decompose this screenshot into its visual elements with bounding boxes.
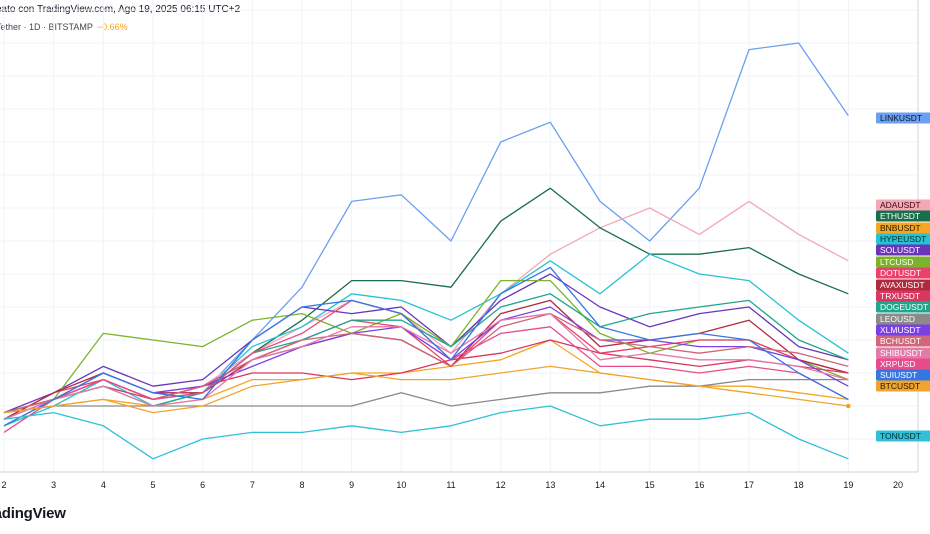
series-label-bg: [876, 335, 930, 347]
x-tick-label: 8: [299, 480, 304, 490]
series-label-text: DOTUSDT: [880, 268, 921, 278]
series-label-text: ADAUSDT: [880, 200, 921, 210]
symbol-info: Tether · 1D · BITSTAMP −0.66%: [0, 22, 128, 32]
series-label-shibusdt: SHIBUSDT: [876, 347, 930, 359]
x-tick-label: 3: [51, 480, 56, 490]
series-label-bg: [876, 112, 930, 124]
series-label-dogeusdt: DOGEUSDT: [876, 301, 930, 313]
series-label-text: SOLUSDT: [880, 245, 920, 255]
series-label-text: BNBUSDT: [880, 223, 921, 233]
series-label-bnbusdt: BNBUSDT: [876, 222, 930, 234]
x-tick-label: 20: [893, 480, 903, 490]
series-label-text: DOGEUSDT: [880, 302, 928, 312]
series-label-ethusdt: ETHUSDT: [876, 210, 930, 222]
series-label-bg: [876, 199, 930, 211]
x-tick-label: 10: [396, 480, 406, 490]
series-label-bchusdt: BCHUSDT: [876, 335, 930, 347]
series-label-text: TONUSDT: [880, 431, 921, 441]
series-line-hypeusdt: [3, 253, 849, 427]
series-label-text: LEOUSD: [880, 314, 915, 324]
x-tick-label: 4: [101, 480, 106, 490]
series-label-solusdt: SOLUSDT: [876, 244, 930, 256]
series-label-bg: [876, 256, 930, 268]
x-tick-label: 2: [1, 480, 6, 490]
chart-grid: [0, 0, 919, 473]
series-label-bg: [876, 244, 930, 256]
x-tick-label: 9: [349, 480, 354, 490]
series-label-ltcusd: LTCUSD: [876, 256, 930, 268]
series-label-dotusdt: DOTUSDT: [876, 267, 930, 279]
series-label-bg: [876, 358, 930, 370]
series-line-suiusdt: [3, 266, 849, 427]
series-label-bg: [876, 267, 930, 279]
series-label-bg: [876, 380, 930, 392]
series-label-leousd: LEOUSD: [876, 313, 930, 325]
series-line-trxusdt: [3, 339, 849, 414]
x-tick-label: 11: [446, 480, 455, 490]
last-value-dots: [846, 403, 851, 409]
symbol-text: Tether · 1D · BITSTAMP: [0, 22, 93, 32]
series-label-bg: [876, 347, 930, 359]
series-label-trxusdt: TRXUSDT: [876, 290, 930, 302]
series-label-text: XRPUSD: [880, 359, 915, 369]
series-line-leousd: [3, 378, 849, 414]
series-label-text: SUIUSDT: [880, 370, 917, 380]
last-value-dot: [846, 403, 851, 409]
x-tick-label: 13: [545, 480, 555, 490]
series-line-solusdt: [3, 273, 849, 414]
series-line-btcusdt: [3, 365, 849, 414]
change-percent: −0.66%: [96, 22, 128, 32]
x-tick-label: 15: [645, 480, 655, 490]
tradingview-logo-text: radingView: [0, 505, 66, 522]
series-label-bg: [876, 222, 930, 234]
series-label-text: BCHUSDT: [880, 336, 921, 346]
x-tick-label: 12: [496, 480, 506, 490]
series-label-text: SHIBUSDT: [880, 348, 923, 358]
series-label-text: LTCUSD: [880, 257, 913, 267]
series-label-bg: [876, 430, 930, 442]
series-label-bg: [876, 324, 930, 336]
series-label-text: XLMUSDT: [880, 325, 921, 335]
series-label-text: LINKUSDT: [880, 113, 922, 123]
series-line-tonusdt: [3, 405, 849, 460]
series-label-hypeusdt: HYPEUSDT: [876, 233, 930, 245]
series-label-bg: [876, 210, 930, 222]
series-line-linkusdt: [3, 42, 849, 414]
x-tick-label: 19: [843, 480, 853, 490]
x-tick-label: 17: [744, 480, 754, 490]
series-lines: [3, 42, 849, 460]
series-label-xlmusdt: XLMUSDT: [876, 324, 930, 336]
series-label-text: TRXUSDT: [880, 291, 920, 301]
x-tick-label: 14: [595, 480, 605, 490]
x-tick-label: 6: [200, 480, 205, 490]
series-label-xrpusd: XRPUSD: [876, 358, 930, 370]
x-tick-label: 18: [794, 480, 804, 490]
series-label-bg: [876, 290, 930, 302]
series-label-bg: [876, 233, 930, 245]
series-line-bnbusdt: [3, 339, 849, 414]
series-label-text: BTCUSDT: [880, 381, 920, 391]
series-label-linkusdt: LINKUSDT: [876, 112, 930, 124]
series-line-shibusdt: [3, 312, 849, 420]
series-label-text: ETHUSDT: [880, 211, 920, 221]
series-label-bg: [876, 279, 930, 291]
x-axis: 2 3 4 5 6 7 8 9 10 11 12 13 14 15 16 17 18 19 20: [1, 480, 903, 490]
series-label-text: AVAXUSDT: [880, 280, 925, 290]
series-label-suiusdt: SUIUSDT: [876, 369, 930, 381]
series-label-avaxusdt: AVAXUSDT: [876, 279, 930, 291]
x-tick-label: 16: [694, 480, 704, 490]
series-label-adausdt: ADAUSDT: [876, 199, 930, 211]
series-label-btcusdt: BTCUSDT: [876, 380, 930, 392]
x-tick-label: 7: [250, 480, 255, 490]
series-label-tonusdt: TONUSDT: [876, 430, 930, 442]
series-label-bg: [876, 301, 930, 313]
series-line-ethusdt: [3, 187, 849, 414]
series-label-text: HYPEUSDT: [880, 234, 926, 244]
series-label-bg: [876, 313, 930, 325]
x-tick-label: 5: [150, 480, 155, 490]
series-label-bg: [876, 369, 930, 381]
